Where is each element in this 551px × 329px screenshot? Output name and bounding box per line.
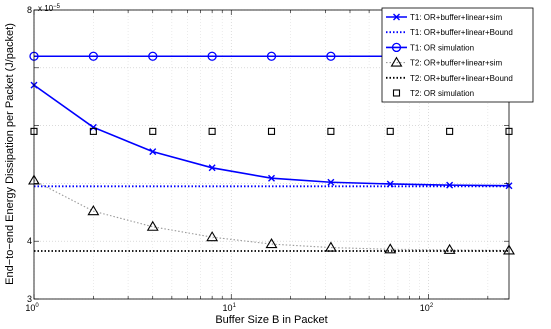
legend-swatch-marker [393, 13, 400, 21]
y-tick-label: 4 [27, 236, 32, 246]
y-axis-label: End−to−end Energy Dissipation per Packet… [4, 23, 16, 285]
data-point [327, 127, 335, 135]
data-point [265, 238, 278, 249]
data-point [268, 174, 275, 182]
data-point [386, 127, 394, 135]
data-point [324, 241, 337, 252]
x-tick-label: 102 [420, 303, 434, 313]
y-tick-label: 8 [27, 5, 32, 15]
data-point [446, 127, 454, 135]
legend-swatch-marker [390, 56, 403, 67]
data-point [266, 51, 277, 61]
legend-label: T2: OR simulation [410, 89, 474, 98]
data-point [326, 51, 336, 61]
legend-entry: T1: OR+buffer+linear+sim [386, 13, 502, 22]
data-point [208, 127, 216, 135]
data-point [146, 220, 159, 231]
tick-labels: 100 101 102 3 4 8 [25, 5, 433, 313]
legend-entry: T1: OR+buffer+linear+Bound [386, 28, 513, 37]
y-exponent-label: x 10−5 [38, 4, 61, 13]
legend: T1: OR+buffer+linear+sim T1: OR+buffer+li… [381, 7, 534, 103]
legend-entry: T2: OR simulation [392, 89, 474, 98]
legend-swatch-marker [392, 89, 401, 97]
data-point [149, 127, 157, 135]
data-point [207, 51, 217, 61]
data-point [88, 51, 99, 61]
series-line [33, 180, 510, 251]
data-point [206, 231, 219, 242]
legend-entry: T1: OR simulation [386, 42, 474, 53]
legend-swatch-marker [391, 42, 402, 53]
plot-frame [33, 9, 510, 300]
legend-entry: T2: OR+buffer+linear+sim [386, 56, 502, 68]
x-axis-label: Buffer Size B in Packet [215, 314, 327, 326]
legend-box [381, 7, 534, 103]
data-point [208, 164, 216, 172]
data-point [89, 127, 97, 135]
x-tick-label: 101 [223, 303, 237, 313]
data-point [149, 148, 157, 156]
y-tick-label: 3 [27, 294, 32, 304]
x-tick-label: 100 [25, 303, 39, 313]
legend-entry: T2: OR+buffer+linear+Bound [386, 74, 513, 83]
data-point [148, 51, 158, 61]
data-point [89, 123, 97, 131]
data-point [87, 205, 100, 216]
legend-label: T1: OR+buffer+linear+sim [410, 13, 502, 22]
data-point [327, 178, 335, 186]
data-point [384, 243, 397, 254]
data-point [443, 243, 456, 254]
legend-label: T2: OR+buffer+linear+sim [410, 59, 502, 68]
legend-label: T2: OR+buffer+linear+Bound [410, 74, 513, 83]
legend-label: T1: OR simulation [410, 43, 474, 52]
data-point [267, 127, 276, 135]
legend-label: T1: OR+buffer+linear+Bound [410, 28, 513, 37]
